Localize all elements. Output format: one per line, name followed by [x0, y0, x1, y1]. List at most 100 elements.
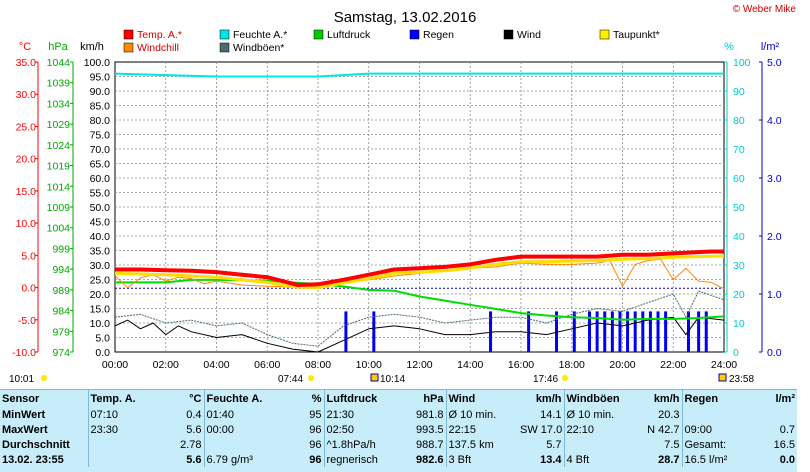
rain-bar	[527, 311, 531, 352]
stats-cell: 0.4	[186, 408, 202, 421]
rain-bar	[641, 311, 645, 352]
kmh-unit: km/h	[80, 41, 104, 53]
weather-chart: Samstag, 13.02.2016 © Weber Mike °C hPa …	[9, 4, 796, 385]
stats-header-row: Sensor Temp. A. °C Feuchte A.% Luftdruck hPa W…	[0, 390, 797, 407]
rain-bar	[664, 311, 668, 352]
hpa-tick-label: 1004	[47, 223, 71, 235]
kmh-tick-label: 20.0	[90, 289, 111, 301]
stats-cell: 7.5	[664, 438, 680, 451]
stats-cell: 00:00	[203, 422, 270, 437]
legend-label: Windböen*	[233, 42, 284, 54]
stats-cell: °C	[189, 392, 202, 405]
stats-cell: 96	[309, 453, 322, 466]
kmh-tick-label: 85.0	[90, 101, 111, 113]
hpa-tick-label: 1039	[47, 78, 71, 90]
stats-cell: 96	[309, 423, 322, 436]
series-line	[114, 290, 725, 347]
statistics-table: Sensor Temp. A. °C Feuchte A.% Luftdruck hPa W…	[0, 390, 797, 467]
x-tick-label: 06:00	[254, 359, 280, 371]
stats-row: MaxWert 23:30 5.6 00:00 96 02:50 993.5 22:15 SW …	[0, 422, 797, 437]
rain-bar	[572, 311, 576, 352]
stats-cell: 09:00	[681, 422, 746, 437]
x-tick-label: 04:00	[203, 359, 229, 371]
hpa-tick-label: 1014	[47, 181, 71, 193]
hpa-unit: hPa	[48, 41, 68, 53]
stats-cell	[87, 437, 154, 452]
stats-cell: 5.6	[186, 453, 202, 466]
stats-cell: 28.7	[658, 453, 680, 466]
stats-row-label: Sensor	[2, 392, 40, 405]
stats-cell: 2.78	[180, 438, 202, 451]
stats-cell: 137.5 km	[445, 437, 518, 452]
hpa-tick-label: 1009	[47, 202, 71, 214]
kmh-tick-label: 40.0	[90, 231, 111, 243]
rain-bar	[648, 311, 652, 352]
stats-cell: 16.5 l/m²	[681, 452, 746, 467]
rain-bar	[595, 311, 599, 352]
kmh-tick-label: 75.0	[90, 130, 111, 142]
x-tick-label: 16:00	[508, 359, 534, 371]
rain-bar	[704, 311, 708, 352]
kmh-tick-label: 55.0	[90, 188, 111, 200]
rain-bar	[344, 311, 348, 352]
sunset-icon	[562, 375, 568, 381]
kmh-tick-label: 60.0	[90, 173, 111, 185]
stats-cell: Luftdruck	[323, 390, 394, 407]
stats-cell: km/h	[653, 392, 680, 405]
sunrise-time: 07:44	[278, 374, 303, 385]
x-tick-label: 00:00	[102, 359, 128, 371]
stats-cell: l/m²	[775, 392, 795, 405]
stats-cell: N 42.7	[647, 423, 680, 436]
stats-row-label: MinWert	[2, 408, 46, 421]
stats-cell: regnerisch	[323, 452, 394, 467]
temp-tick-label: 25.0	[16, 121, 37, 133]
hpa-tick-label: 994	[52, 264, 70, 276]
pct-tick-label: 60	[733, 173, 745, 185]
legend-label: Luftdruck	[327, 29, 371, 41]
kmh-tick-label: 95.0	[90, 72, 111, 84]
pct-tick-label: 40	[733, 231, 745, 243]
stats-cell: 982.6	[415, 453, 444, 466]
stats-cell: %	[311, 392, 322, 405]
axes: 35.0 30.0 25.0 20.0 15.0 10.0 5.0 0.0 -5.0 -10.0 1…	[12, 57, 782, 371]
pct-unit: %	[724, 41, 734, 53]
legend-swatch	[123, 42, 134, 53]
temp-tick-label: 10.0	[16, 218, 37, 230]
stats-cell: 3 Bft	[445, 452, 518, 467]
legend-label: Wind	[517, 29, 541, 41]
stats-cell: 14.1	[540, 408, 562, 421]
event-markers: 10:01 07:44 10:14 17:46 23:58	[9, 373, 754, 385]
rain-bar	[633, 311, 637, 352]
stats-cell: 13.4	[540, 453, 562, 466]
x-tick-label: 10:00	[356, 359, 382, 371]
temp-tick-label: 0.0	[21, 283, 36, 295]
stats-cell: Feuchte A.	[203, 390, 270, 407]
stats-row-label: 13.02. 23:55	[2, 453, 64, 466]
x-tick-label: 20:00	[609, 359, 635, 371]
hpa-tick-label: 989	[52, 285, 70, 297]
series-line	[114, 72, 724, 78]
stats-cell	[746, 407, 797, 422]
kmh-tick-label: 50.0	[90, 202, 111, 214]
stats-cell: 16.5	[773, 438, 795, 451]
hpa-tick-label: 984	[52, 306, 70, 318]
stats-cell: 5.7	[546, 438, 562, 451]
stats-cell: 02:50	[323, 422, 394, 437]
stats-row: 13.02. 23:55 5.6 6.79 g/m³ 96 regnerisch 982.…	[0, 452, 797, 467]
legend-swatch	[219, 42, 230, 53]
stats-cell	[681, 407, 746, 422]
stats-cell: 96	[309, 438, 322, 451]
stats-cell: ^1.8hPa/h	[323, 437, 394, 452]
event-right-time: 23:58	[729, 374, 754, 385]
series-line	[114, 316, 725, 353]
stats-cell: 22:15	[445, 422, 518, 437]
stats-cell: 21:30	[323, 407, 394, 422]
stats-cell: 5.6	[186, 423, 202, 436]
legend-swatch	[219, 29, 230, 40]
rain-bar	[618, 311, 622, 352]
kmh-tick-label: 70.0	[90, 144, 111, 156]
legend-swatch	[123, 29, 134, 40]
kmh-tick-label: 0.0	[95, 347, 110, 359]
pct-tick-label: 90	[733, 86, 745, 98]
event-middle-time: 10:14	[380, 374, 405, 385]
